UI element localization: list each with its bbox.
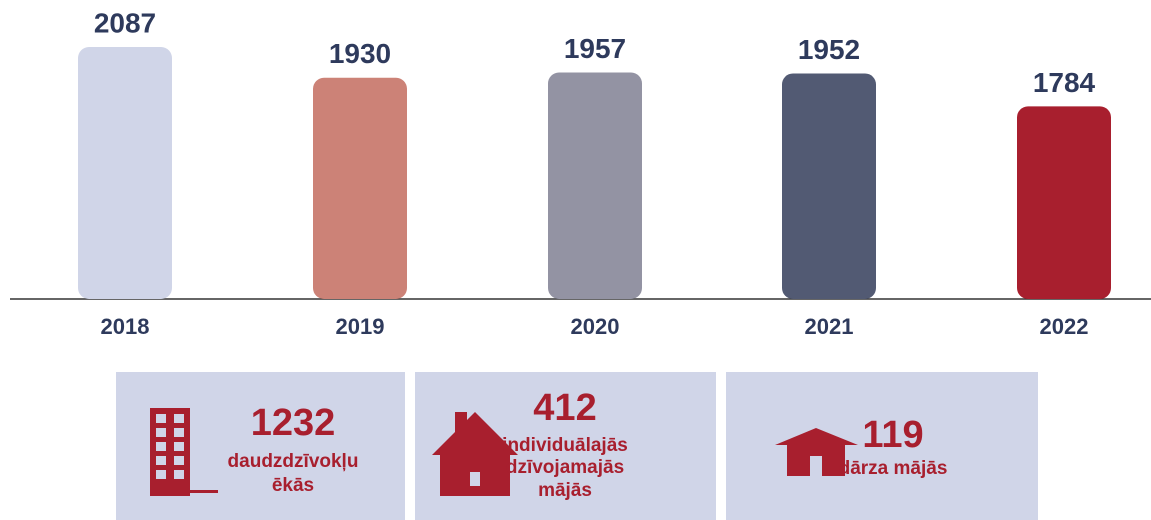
garden-house-icon (775, 428, 858, 476)
bar (1017, 106, 1111, 300)
stat-label: daudzdzīvokļu (228, 451, 359, 472)
house-icon (432, 412, 518, 496)
stat-label: dārza mājās (839, 458, 948, 479)
value-label: 1784 (1033, 67, 1096, 98)
building-icon (150, 408, 218, 496)
bar (313, 77, 407, 300)
stat-label: dzīvojamajās (506, 457, 624, 478)
stat-value: 412 (533, 387, 596, 429)
stat-label: ēkās (272, 475, 314, 496)
x-tick-label: 2021 (805, 314, 854, 339)
stat-label: individuālajās (502, 435, 628, 456)
value-label: 1957 (564, 33, 626, 64)
x-tick-label: 2020 (571, 314, 620, 339)
stat-label: mājās (538, 480, 592, 501)
stat-value: 1232 (251, 402, 336, 444)
stat-value: 119 (862, 414, 923, 456)
bar (782, 73, 876, 299)
value-label: 1930 (329, 38, 391, 69)
x-tick-label: 2018 (101, 314, 150, 339)
value-label: 1952 (798, 34, 860, 65)
x-tick-label: 2019 (336, 314, 385, 339)
bar (78, 47, 172, 299)
bar (548, 72, 642, 300)
value-label: 2087 (94, 7, 156, 38)
stat-box (726, 372, 1038, 520)
x-tick-label: 2022 (1040, 314, 1089, 339)
